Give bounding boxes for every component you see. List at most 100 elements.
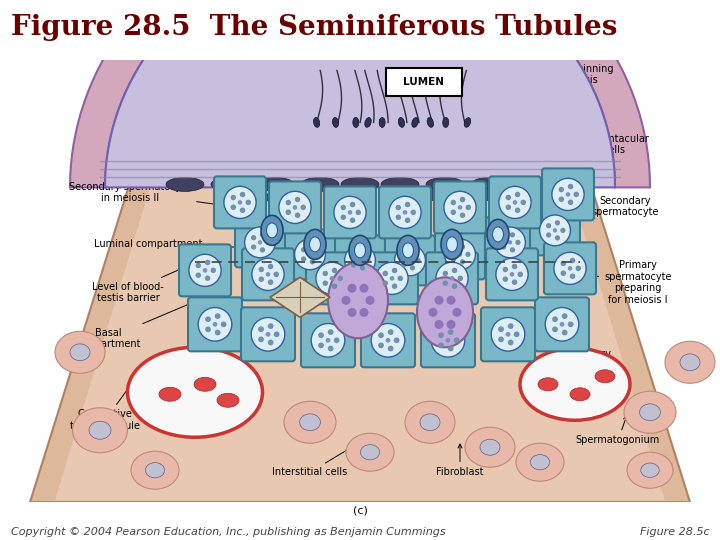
Ellipse shape [665, 341, 715, 383]
Ellipse shape [341, 214, 346, 220]
Ellipse shape [460, 197, 465, 202]
Ellipse shape [252, 258, 284, 291]
Ellipse shape [498, 336, 504, 342]
Ellipse shape [444, 191, 476, 224]
Ellipse shape [520, 348, 630, 420]
Ellipse shape [562, 313, 567, 319]
Ellipse shape [260, 247, 265, 253]
Ellipse shape [460, 259, 465, 265]
Ellipse shape [230, 195, 236, 200]
FancyBboxPatch shape [301, 313, 355, 367]
Ellipse shape [266, 272, 270, 276]
Ellipse shape [189, 254, 221, 286]
Ellipse shape [516, 240, 521, 245]
Ellipse shape [356, 210, 361, 215]
Ellipse shape [284, 401, 336, 443]
Ellipse shape [351, 253, 356, 258]
Ellipse shape [89, 421, 111, 439]
Ellipse shape [561, 271, 566, 276]
Text: Level of blood-
testis barrier: Level of blood- testis barrier [92, 262, 197, 303]
Ellipse shape [392, 268, 397, 273]
Ellipse shape [568, 321, 574, 327]
Ellipse shape [510, 247, 515, 253]
Ellipse shape [358, 258, 362, 262]
Ellipse shape [286, 200, 291, 205]
Ellipse shape [251, 235, 256, 240]
Ellipse shape [546, 223, 552, 228]
Ellipse shape [332, 284, 337, 289]
FancyBboxPatch shape [434, 181, 486, 233]
Polygon shape [30, 183, 690, 502]
Ellipse shape [203, 268, 207, 273]
Ellipse shape [539, 215, 570, 246]
Ellipse shape [300, 414, 320, 430]
Ellipse shape [379, 117, 385, 127]
Ellipse shape [452, 308, 462, 317]
Ellipse shape [627, 452, 673, 488]
Ellipse shape [570, 273, 575, 279]
Text: Basal
compartment: Basal compartment [75, 299, 202, 349]
Ellipse shape [503, 267, 508, 272]
Ellipse shape [294, 197, 300, 202]
Ellipse shape [554, 252, 586, 285]
Ellipse shape [348, 210, 352, 215]
Ellipse shape [446, 296, 456, 305]
Ellipse shape [451, 200, 456, 205]
Ellipse shape [145, 463, 165, 478]
Ellipse shape [341, 296, 351, 305]
Ellipse shape [372, 323, 405, 357]
Ellipse shape [397, 235, 419, 265]
Ellipse shape [395, 205, 401, 210]
Ellipse shape [460, 244, 465, 249]
Ellipse shape [552, 178, 584, 211]
Ellipse shape [510, 232, 515, 238]
Ellipse shape [210, 268, 216, 273]
Ellipse shape [348, 284, 356, 293]
Ellipse shape [301, 256, 306, 262]
Ellipse shape [381, 178, 419, 191]
Text: Copyright © 2004 Pearson Education, Inc., publishing as Benjamin Cummings: Copyright © 2004 Pearson Education, Inc.… [11, 528, 446, 537]
Text: Interstitial cells: Interstitial cells [272, 444, 356, 477]
Ellipse shape [499, 186, 531, 219]
Ellipse shape [566, 192, 570, 197]
Ellipse shape [559, 197, 564, 202]
Ellipse shape [518, 272, 523, 277]
Ellipse shape [359, 308, 369, 317]
FancyBboxPatch shape [530, 205, 580, 255]
Ellipse shape [350, 218, 355, 223]
Ellipse shape [562, 329, 567, 335]
Ellipse shape [334, 197, 366, 228]
Ellipse shape [595, 370, 615, 383]
Ellipse shape [394, 338, 400, 343]
Ellipse shape [420, 414, 440, 430]
Ellipse shape [268, 323, 274, 329]
Ellipse shape [221, 321, 227, 327]
Ellipse shape [553, 228, 557, 233]
FancyBboxPatch shape [335, 235, 385, 285]
Ellipse shape [515, 207, 521, 213]
Ellipse shape [446, 237, 457, 252]
Ellipse shape [73, 408, 127, 453]
Ellipse shape [318, 332, 324, 338]
Text: Luminal compartment: Luminal compartment [94, 239, 241, 249]
Ellipse shape [353, 117, 359, 127]
Ellipse shape [361, 444, 379, 460]
Ellipse shape [448, 329, 454, 335]
FancyBboxPatch shape [535, 298, 589, 352]
Ellipse shape [350, 202, 355, 207]
Text: Secondary spermatocyte
in meiosis II: Secondary spermatocyte in meiosis II [69, 181, 234, 208]
Text: LUMEN: LUMEN [403, 77, 444, 87]
Ellipse shape [360, 250, 365, 255]
Ellipse shape [265, 240, 271, 245]
Ellipse shape [258, 336, 264, 342]
Ellipse shape [251, 318, 285, 351]
Ellipse shape [351, 262, 356, 268]
Ellipse shape [445, 239, 475, 270]
Ellipse shape [380, 188, 410, 200]
Text: Spermatogonium: Spermatogonium [576, 416, 660, 446]
Ellipse shape [268, 264, 274, 269]
Ellipse shape [238, 200, 243, 205]
Ellipse shape [334, 338, 340, 343]
Ellipse shape [388, 329, 394, 335]
Ellipse shape [392, 284, 397, 289]
